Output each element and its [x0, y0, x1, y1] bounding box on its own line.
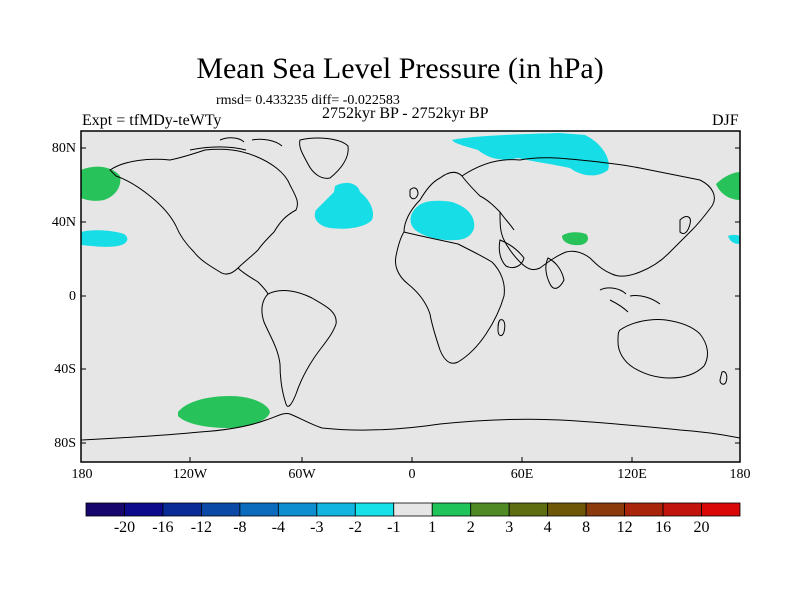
lat-tick-80s: 80S — [54, 436, 76, 451]
colorbar-label: 3 — [505, 519, 514, 536]
coastline-southeast-asia — [599, 287, 661, 313]
colorbar-swatch — [662, 502, 702, 517]
coastline-asia — [461, 157, 715, 277]
coastline-central-america — [237, 267, 269, 295]
lon-tick-60w: 60W — [288, 467, 316, 482]
coastline-africa — [395, 231, 505, 364]
anomaly-shading — [81, 133, 740, 428]
coastline-madagascar — [497, 319, 506, 337]
lon-tick-120w: 120W — [172, 467, 208, 482]
season-label: DJF — [712, 112, 739, 129]
lat-tick-40n: 40N — [51, 215, 76, 230]
colorbar-label: 16 — [655, 519, 672, 536]
colorbar-label: 8 — [582, 519, 591, 536]
coastline-south-america — [261, 290, 337, 407]
positive-anomaly-southern-ocean — [178, 396, 270, 428]
colorbar-label: -8 — [233, 519, 247, 536]
colorbar-swatch — [85, 502, 125, 517]
colorbar-label: -2 — [348, 519, 362, 536]
colorbar-swatch — [354, 502, 395, 517]
colorbar-swatch — [508, 502, 549, 517]
lat-tick-0: 0 — [69, 289, 76, 304]
colorbar-label: -3 — [310, 519, 324, 536]
colorbar-swatch — [201, 502, 241, 517]
colorbar-swatch — [431, 502, 472, 517]
map-title: Mean Sea Level Pressure (in hPa) — [196, 52, 604, 85]
lon-tick-180e: 180 — [729, 467, 751, 482]
coastline-canada-arctic — [189, 137, 283, 151]
coastline-india — [545, 257, 565, 289]
stats-label: rmsd= 0.433235 diff= -0.022583 — [216, 93, 400, 108]
colorbar-label: 20 — [693, 519, 710, 536]
coastline-new-zealand — [719, 371, 728, 385]
negative-anomaly-europe — [410, 200, 475, 241]
colorbar-swatch — [701, 502, 741, 517]
period-label: 2752kyr BP - 2752kyr BP — [322, 105, 489, 122]
positive-anomaly-asia — [562, 232, 588, 246]
positive-anomaly-north-pacific-east — [716, 172, 740, 200]
colorbar-label: 1 — [428, 519, 437, 536]
lat-tick-80n: 80N — [51, 141, 76, 156]
coastline-japan — [679, 216, 691, 235]
colorbar-label: -1 — [387, 519, 401, 536]
colorbar-swatch — [239, 502, 279, 517]
colorbar — [85, 502, 741, 517]
negative-anomaly-pacific-east — [728, 234, 740, 244]
colorbar-swatch — [277, 502, 318, 517]
negative-anomaly-pacific-west — [81, 230, 128, 247]
axis-ticks — [80, 147, 741, 462]
colorbar-label: 4 — [543, 519, 552, 536]
coastline-antarctica — [81, 413, 740, 441]
colorbar-swatch — [585, 502, 625, 517]
coastline-australia — [617, 319, 708, 379]
colorbar-label: -16 — [152, 519, 174, 536]
lon-tick-60e: 60E — [510, 467, 534, 482]
colorbar-swatch — [470, 502, 510, 517]
negative-anomaly-north-atlantic — [314, 182, 374, 229]
colorbar-label: -12 — [190, 519, 213, 536]
colorbar-swatch — [624, 502, 664, 517]
coastlines — [81, 137, 740, 441]
colorbar-label: -20 — [113, 519, 136, 536]
colorbar-label: 12 — [616, 519, 633, 536]
experiment-label: Expt = tfMDy-teWTy — [82, 112, 222, 129]
colorbar-swatch — [316, 502, 356, 517]
lon-tick-0: 0 — [408, 467, 416, 482]
colorbar-label: 2 — [466, 519, 475, 536]
lon-tick-180w: 180 — [71, 467, 93, 482]
coastline-greenland — [299, 137, 349, 179]
colorbar-swatch — [393, 502, 433, 517]
colorbar-swatch — [162, 502, 202, 517]
negative-anomaly-arctic — [452, 133, 609, 176]
colorbar-swatch — [124, 502, 164, 517]
coastline-british-isles — [409, 187, 419, 200]
positive-anomaly-north-pacific-west — [81, 166, 121, 201]
lat-tick-40s: 40S — [54, 362, 76, 377]
colorbar-swatch — [547, 502, 587, 517]
coastline-arabia — [498, 239, 525, 269]
coastline-north-america — [109, 148, 298, 275]
colorbar-label: -4 — [271, 519, 286, 536]
lon-tick-120e: 120E — [617, 467, 647, 482]
